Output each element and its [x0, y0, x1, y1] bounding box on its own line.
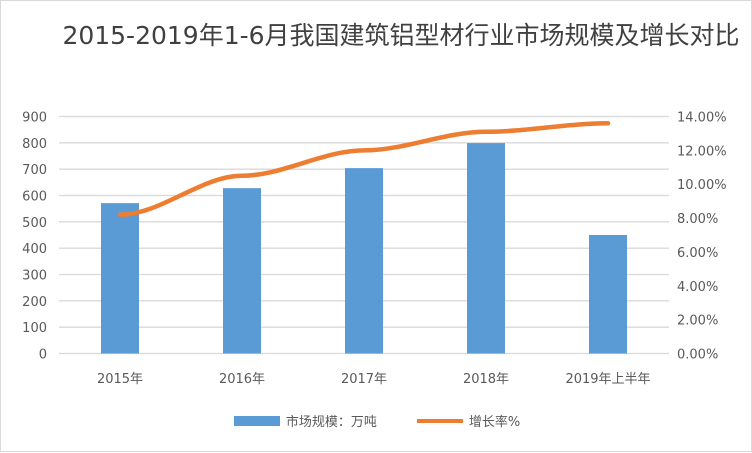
- left-tick-label: 400: [22, 242, 47, 257]
- left-tick-label: 300: [22, 269, 47, 284]
- x-tick-label: 2015年: [97, 372, 143, 387]
- legend-swatch-bar: [234, 416, 280, 426]
- legend-item-line: 增长率%: [417, 411, 520, 430]
- right-tick-label: 2.00%: [677, 314, 718, 329]
- legend-label-bar: 市场规模：万吨: [286, 411, 377, 430]
- left-tick-label: 100: [22, 321, 47, 336]
- x-tick-label: 2018年: [463, 372, 509, 387]
- legend-swatch-line: [417, 419, 463, 423]
- left-tick-label: 900: [22, 111, 47, 126]
- right-tick-label: 14.00%: [677, 111, 727, 126]
- x-tick-label: 2019年上半年: [565, 372, 650, 387]
- legend-label-line: 增长率%: [469, 411, 520, 430]
- bar: [101, 203, 139, 353]
- legend: 市场规模：万吨 增长率%: [1, 411, 752, 430]
- right-tick-label: 0.00%: [677, 348, 718, 363]
- bar: [467, 143, 505, 353]
- right-tick-label: 10.00%: [677, 178, 727, 193]
- x-tick-label: 2016年: [219, 372, 265, 387]
- bar: [223, 188, 261, 353]
- left-tick-label: 500: [22, 216, 47, 231]
- left-tick-label: 800: [22, 137, 47, 152]
- left-tick-label: 600: [22, 190, 47, 205]
- right-tick-label: 6.00%: [677, 246, 718, 261]
- right-tick-label: 8.00%: [677, 212, 718, 227]
- left-tick-label: 200: [22, 295, 47, 310]
- left-tick-label: 700: [22, 163, 47, 178]
- right-tick-label: 4.00%: [677, 280, 718, 295]
- bar: [589, 235, 627, 354]
- legend-item-bar: 市场规模：万吨: [234, 411, 377, 430]
- bar: [345, 168, 383, 353]
- x-tick-label: 2017年: [341, 372, 387, 387]
- right-tick-label: 12.00%: [677, 144, 727, 159]
- left-tick-label: 0: [39, 348, 47, 363]
